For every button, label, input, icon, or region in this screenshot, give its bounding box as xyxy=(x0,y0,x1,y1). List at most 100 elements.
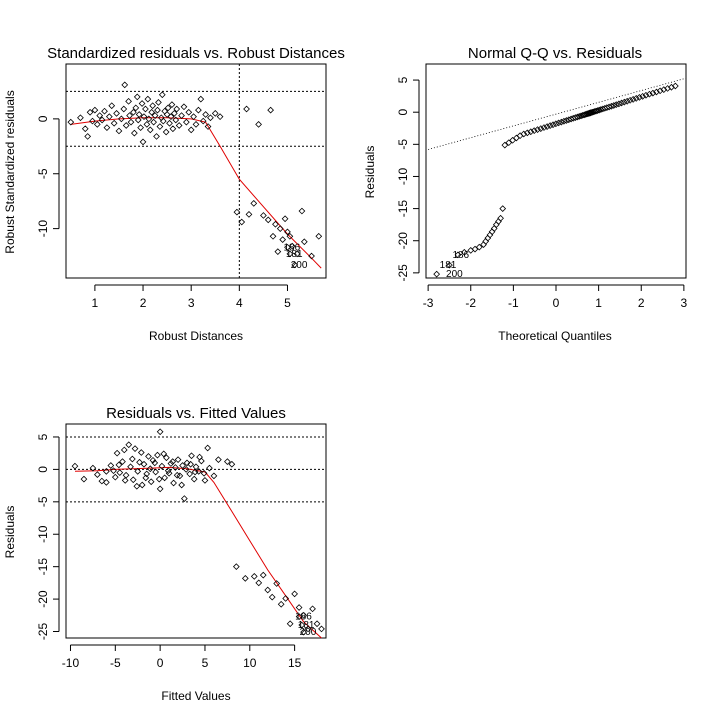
plot1-point xyxy=(120,105,128,113)
plot3-point xyxy=(277,600,285,608)
plot3-point xyxy=(196,453,203,461)
plot3-point xyxy=(167,460,175,467)
plot3-point xyxy=(187,460,194,468)
plot2-point xyxy=(656,87,664,95)
plot1-point xyxy=(155,99,162,106)
plot2-xlabel: Theoretical Quantiles xyxy=(498,329,611,343)
plot2-point xyxy=(612,101,620,109)
plot2-point xyxy=(537,125,545,132)
plot3-point xyxy=(142,474,150,482)
plot3-point xyxy=(107,462,115,469)
plot3-y-tick-label: 5 xyxy=(36,433,50,440)
plot3-x-axis: -10 -5 0 5 10 15 xyxy=(62,644,302,670)
plot2-point xyxy=(563,117,570,124)
plot3-point xyxy=(182,466,190,473)
plot1-point xyxy=(274,248,282,256)
plot1-title: Standardized residuals vs. Robust Distan… xyxy=(47,45,345,62)
plot1-point xyxy=(195,106,202,114)
plot3-point xyxy=(298,621,306,629)
plot2-x-tick-label: -2 xyxy=(465,296,476,310)
plot2-point xyxy=(557,118,565,126)
plot3-point xyxy=(158,462,166,470)
plot2-point xyxy=(513,134,520,142)
plot3-point xyxy=(304,625,312,633)
plot2-y-tick-label: -5 xyxy=(396,139,410,150)
plot3-point xyxy=(120,446,128,454)
plot3-point xyxy=(170,479,177,487)
plot1-point xyxy=(255,120,262,128)
plot3-point-label: 181 xyxy=(298,620,315,631)
plot1-x-tick-label: 4 xyxy=(236,296,243,310)
plot3-point xyxy=(127,463,134,471)
plot3-point xyxy=(149,456,157,464)
plot1-point xyxy=(150,118,157,126)
plot2-y-tick-label: 0 xyxy=(396,109,410,116)
plot2-x-tick-label: -3 xyxy=(423,296,434,310)
plot1-point xyxy=(115,127,123,135)
plot2-y-tick-label: -20 xyxy=(396,232,410,250)
plot1-point xyxy=(279,236,287,243)
plot3-point xyxy=(200,469,208,477)
plot2-point xyxy=(460,248,468,256)
plot1-xlabel: Robust Distances xyxy=(149,329,243,343)
plot2-point xyxy=(605,103,613,111)
plot1-point xyxy=(113,110,120,117)
plot2-point xyxy=(618,99,625,107)
plot1-point xyxy=(178,112,185,119)
plot1-point xyxy=(151,112,159,119)
plot1-guides xyxy=(66,64,326,278)
plot2-point xyxy=(475,243,483,251)
plot2-point xyxy=(471,245,479,253)
plot1-point xyxy=(284,243,291,251)
plot1-point xyxy=(164,104,172,112)
plot3-point xyxy=(201,477,209,484)
plot1-point xyxy=(126,112,133,119)
plot1-point xyxy=(158,91,166,99)
plot1-point xyxy=(175,122,183,129)
plot3-point xyxy=(224,458,231,465)
plot3-point xyxy=(164,467,172,475)
plot2-point-label: 186 xyxy=(452,250,469,261)
plot3-ylabel: Residuals xyxy=(3,506,17,559)
plot3-point xyxy=(190,475,198,483)
plot1-point xyxy=(86,108,94,116)
plot2-point xyxy=(552,120,560,128)
plot3-point xyxy=(152,468,160,476)
plot1-point xyxy=(199,117,207,125)
plot3-y-tick-label: -25 xyxy=(36,623,50,641)
plot1-x-axis: 1 2 3 4 5 xyxy=(92,284,291,310)
plot1-point xyxy=(162,128,170,136)
plot2-point xyxy=(575,113,583,120)
plot1-point xyxy=(298,207,306,215)
plot3-point xyxy=(122,471,130,479)
plot3-point xyxy=(129,476,137,484)
plot3-point xyxy=(125,441,133,449)
plot3-point xyxy=(291,590,298,598)
plot3-points xyxy=(71,428,325,636)
plot1-point xyxy=(291,261,299,269)
plot1-x-tick-label: 2 xyxy=(140,296,147,310)
plot3-y-tick-label: -5 xyxy=(36,496,50,507)
plot3-point xyxy=(210,472,218,480)
plot2-point xyxy=(560,117,568,125)
plot3-point xyxy=(295,613,303,620)
plot1-y-axis: 0 -5 -10 xyxy=(36,115,60,238)
plot3-y-tick-label: -15 xyxy=(36,558,50,576)
plot2-point xyxy=(615,100,623,108)
plot1-point xyxy=(172,116,180,124)
plot1-point xyxy=(183,118,190,126)
plot3-point-label: 200 xyxy=(300,627,317,638)
plot3-point xyxy=(228,460,236,468)
plot2-point xyxy=(642,91,650,99)
plot2-ylabel: Residuals xyxy=(363,146,377,199)
plot3-point xyxy=(145,453,152,460)
plot1-point xyxy=(84,133,92,140)
plot2-point xyxy=(520,130,528,138)
plot1-point xyxy=(204,123,212,130)
plot2-x-tick-label: -1 xyxy=(508,296,519,310)
plot2-x-tick-label: 1 xyxy=(595,296,602,310)
plot3-x-tick-label: -5 xyxy=(110,656,121,670)
plot1-y-tick-label: -10 xyxy=(36,220,50,238)
